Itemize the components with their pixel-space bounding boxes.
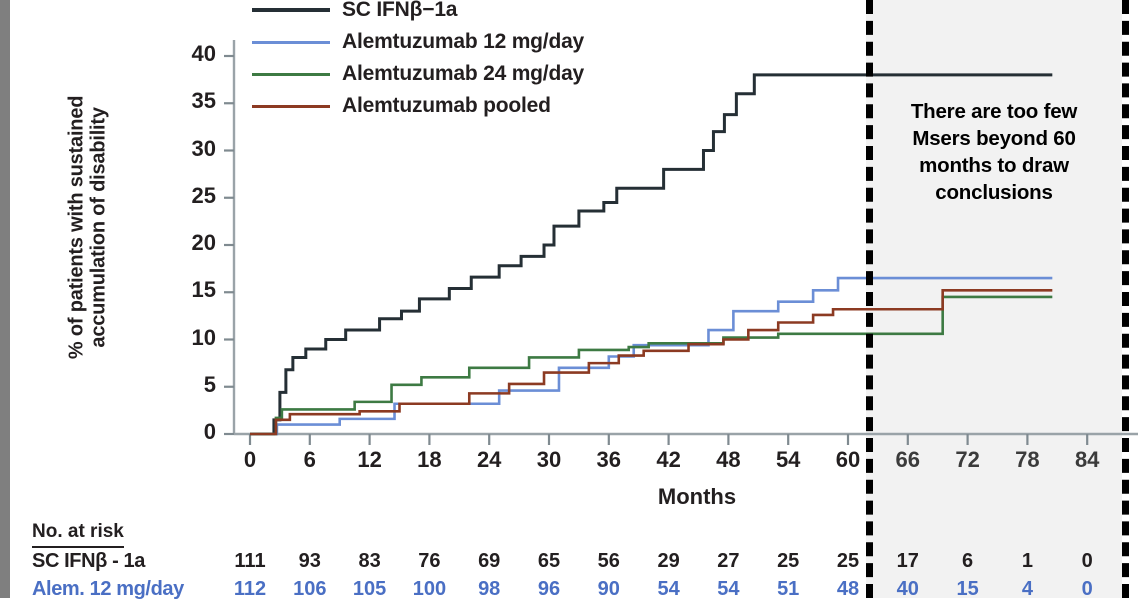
y-axis-title: % of patients with sustained accumulatio…	[66, 77, 111, 377]
risk-row-label: Alem. 12 mg/day	[32, 578, 184, 600]
curve-sc-ifn-1a	[250, 73, 1053, 436]
risk-value: 98	[478, 578, 501, 600]
x-tick-6: 6	[303, 447, 316, 472]
risk-value: 0	[1081, 578, 1093, 600]
y-tick-20: 20	[191, 230, 216, 255]
y-tick-35: 35	[191, 88, 216, 114]
y-tick-40: 40	[191, 41, 216, 66]
risk-value: 17	[896, 550, 919, 572]
risk-value: 1	[1021, 550, 1033, 572]
risk-value: 29	[657, 550, 680, 572]
x-tick-0: 0	[243, 447, 257, 472]
risk-row-label: SC IFNβ - 1a	[32, 550, 145, 572]
risk-value: 0	[1081, 550, 1093, 572]
curve-alemtuzumab-pooled	[250, 289, 1053, 436]
legend-label: Alemtuzumab 12 mg/day	[342, 30, 585, 53]
x-axis-title: Months	[657, 484, 737, 509]
risk-value: 25	[777, 550, 800, 572]
x-tick-72: 72	[955, 447, 980, 472]
risk-value: 25	[836, 550, 860, 572]
x-tick-42: 42	[656, 447, 681, 472]
risk-value: 54	[717, 578, 740, 600]
legend-swatch-icon	[252, 104, 330, 108]
risk-value: 15	[956, 578, 979, 600]
risk-value: 54	[657, 578, 680, 600]
risk-value: 40	[896, 578, 919, 600]
risk-value: 112	[233, 578, 267, 600]
x-tick-24: 24	[476, 447, 502, 472]
risk-value: 51	[777, 578, 800, 600]
legend-swatch-icon	[252, 40, 330, 44]
legend-item-1: SC IFNβ−1a	[252, 0, 584, 24]
legend-swatch-icon	[252, 8, 330, 12]
legend-label: Alemtuzumab pooled	[342, 94, 551, 117]
x-tick-36: 36	[596, 447, 622, 472]
y-axis-title-line1: % of patients with sustained	[65, 95, 88, 360]
risk-value: 96	[537, 578, 561, 600]
dashed-divider-60-months	[866, 0, 873, 598]
chart-legend: SC IFNβ−1a Alemtuzumab 12 mg/day Alemtuzum…	[252, 0, 584, 124]
risk-value: 65	[537, 550, 561, 572]
risk-value: 4	[1021, 578, 1033, 600]
x-tick-18: 18	[417, 447, 442, 472]
y-tick-30: 30	[191, 135, 216, 161]
risk-value: 83	[358, 550, 381, 572]
risk-table-title: No. at risk	[32, 521, 124, 548]
risk-value: 93	[298, 550, 321, 572]
y-tick-25: 25	[191, 182, 216, 208]
risk-value: 111	[234, 550, 266, 572]
x-tick-48: 48	[716, 447, 741, 472]
risk-value: 6	[962, 550, 974, 572]
beyond-60-months-shaded-region	[866, 0, 1122, 598]
x-tick-60: 60	[835, 447, 861, 472]
y-tick-5: 5	[203, 371, 216, 397]
annotation-text: There are too few Msers beyond 60 months…	[910, 100, 1078, 205]
x-tick-78: 78	[1015, 447, 1040, 472]
legend-swatch-icon	[252, 72, 330, 76]
risk-value: 56	[597, 550, 620, 572]
y-tick-15: 15	[191, 277, 216, 303]
legend-label: SC IFNβ−1a	[342, 0, 458, 21]
risk-value: 105	[352, 578, 387, 600]
y-axis-title-line2: accumulation of disability	[88, 107, 110, 348]
x-tick-84: 84	[1074, 447, 1100, 472]
legend-label: Alemtuzumab 24 mg/day	[342, 62, 585, 85]
legend-item-2: Alemtuzumab 12 mg/day	[252, 28, 584, 56]
risk-value: 100	[412, 578, 447, 600]
y-tick-10: 10	[191, 324, 216, 350]
risk-value: 48	[836, 578, 860, 600]
risk-value: 76	[418, 550, 441, 572]
left-edge-strip	[0, 0, 10, 598]
x-tick-30: 30	[536, 447, 562, 472]
risk-value: 106	[293, 578, 327, 600]
legend-item-4: Alemtuzumab pooled	[252, 92, 584, 120]
x-tick-54: 54	[775, 447, 801, 472]
risk-value: 27	[717, 550, 740, 572]
x-tick-12: 12	[357, 447, 382, 472]
x-tick-66: 66	[895, 447, 921, 472]
dashed-divider-right-edge	[1122, 0, 1129, 598]
risk-value: 90	[597, 578, 620, 600]
y-tick-0: 0	[203, 419, 216, 444]
risk-value: 69	[478, 550, 501, 572]
legend-item-3: Alemtuzumab 24 mg/day	[252, 60, 584, 88]
curve-alemtuzumab-24-mg-day	[250, 295, 1053, 436]
